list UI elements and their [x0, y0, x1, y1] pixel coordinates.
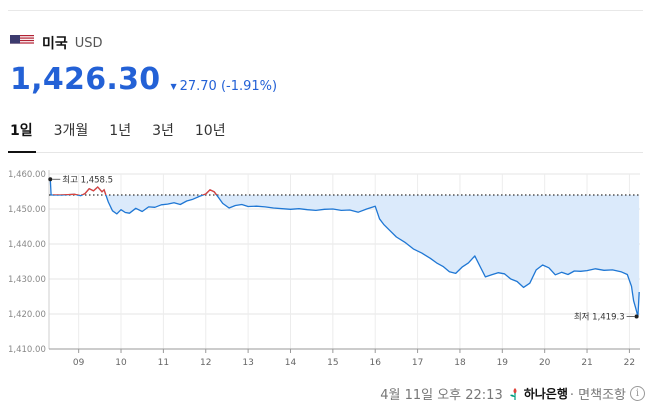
bank-name: 하나은행	[523, 387, 568, 401]
y-tick-label: 1,430.00	[8, 275, 46, 285]
currency-header: 미국 USD	[10, 33, 103, 53]
y-tick-label: 1,420.00	[8, 310, 46, 320]
x-tick-label: 12	[200, 358, 211, 368]
y-tick-label: 1,460.00	[8, 170, 46, 180]
hana-bank-logo-icon	[509, 387, 517, 400]
tab-1[interactable]: 3개월	[53, 123, 89, 139]
down-arrow-icon: ▼	[170, 82, 177, 91]
y-tick-label: 1,440.00	[8, 240, 46, 250]
disclaimer-link[interactable]: · 면책조항	[569, 388, 626, 403]
low-label: 최저 1,419.3	[574, 311, 625, 322]
top-divider	[8, 10, 643, 11]
price-row: 1,426.30 ▼ 27.70 (-1.91%)	[10, 62, 277, 97]
price-change: ▼ 27.70 (-1.91%)	[170, 79, 277, 94]
currency-code: USD	[74, 35, 103, 51]
tabs-divider	[8, 152, 643, 153]
x-tick-label: 19	[497, 358, 509, 368]
us-flag-icon	[10, 35, 34, 51]
x-tick-label: 09	[73, 358, 85, 368]
x-tick-label: 17	[412, 358, 423, 368]
x-tick-label: 22	[624, 358, 635, 368]
y-tick-label: 1,450.00	[8, 205, 46, 215]
tab-0[interactable]: 1일	[10, 123, 33, 139]
series-line	[49, 179, 640, 318]
x-tick-label: 10	[115, 358, 127, 368]
high-point	[48, 177, 53, 182]
x-tick-label: 16	[369, 358, 381, 368]
active-tab-indicator	[8, 151, 36, 153]
tab-3[interactable]: 3년	[152, 123, 174, 139]
x-tick-label: 14	[285, 358, 297, 368]
tab-2[interactable]: 1년	[109, 123, 132, 139]
x-tick-label: 18	[454, 358, 466, 368]
current-price: 1,426.30	[10, 62, 161, 97]
info-icon[interactable]: i	[630, 386, 645, 401]
area-fill	[50, 195, 640, 317]
x-tick-label: 11	[158, 358, 169, 368]
x-tick-label: 15	[327, 358, 338, 368]
exchange-rate-chart[interactable]: 1,410.00 1,420.00 1,430.00 1,440.00 1,450.00…	[0, 160, 659, 375]
y-tick-label: 1,410.00	[8, 345, 46, 355]
low-point	[634, 314, 639, 319]
x-tick-label: 20	[539, 358, 551, 368]
high-label: 최고 1,458.5	[62, 174, 113, 185]
tab-4[interactable]: 10년	[194, 123, 226, 139]
x-tick-label: 13	[242, 358, 253, 368]
price-change-value: 27.70 (-1.91%)	[179, 79, 278, 94]
x-tick-label: 21	[581, 358, 592, 368]
footer: 4월 11일 오후 22:13 하나은행 · 면책조항 i	[380, 384, 645, 403]
period-tabs: 1일 3개월 1년 3년 10년	[10, 120, 247, 140]
timestamp: 4월 11일 오후 22:13	[380, 388, 503, 403]
country-name: 미국	[42, 36, 68, 52]
